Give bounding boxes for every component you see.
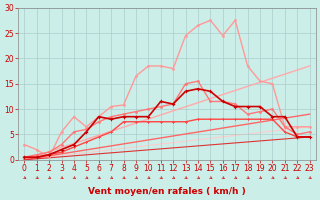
X-axis label: Vent moyen/en rafales ( km/h ): Vent moyen/en rafales ( km/h ) bbox=[88, 187, 246, 196]
